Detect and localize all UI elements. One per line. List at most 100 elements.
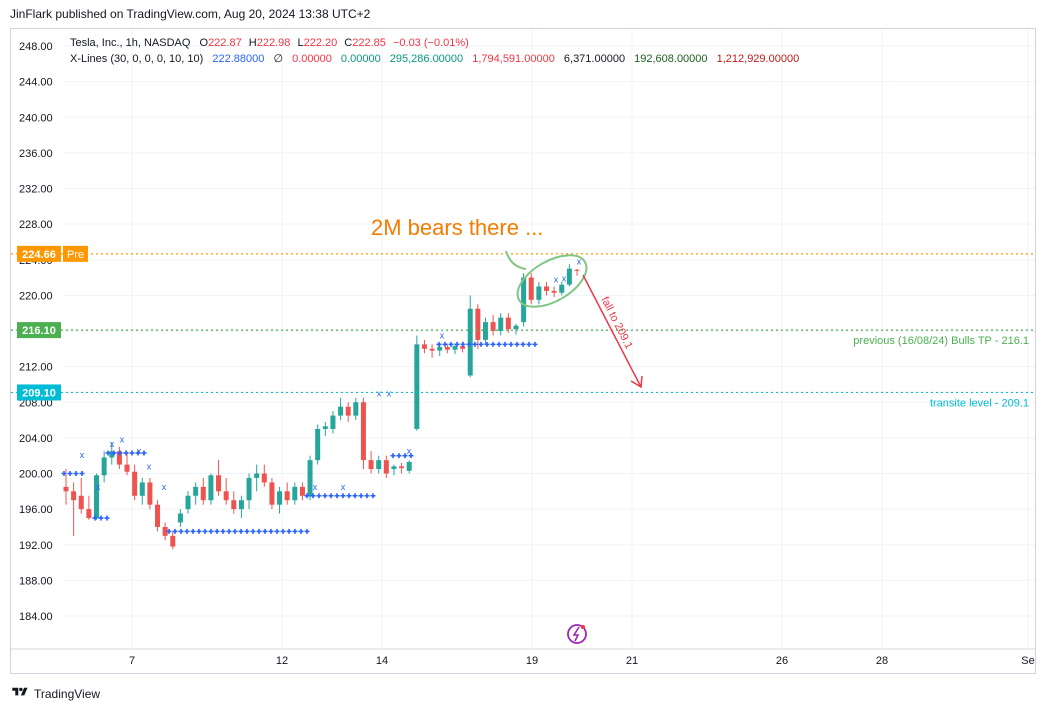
- candle-body[interactable]: [528, 277, 534, 300]
- candle-body[interactable]: [177, 513, 183, 523]
- indicator-row: X-Lines (30, 0, 0, 0, 10, 10) 222.88000 …: [70, 51, 799, 67]
- xline-cross-marker: x: [407, 446, 412, 456]
- candle-body[interactable]: [391, 466, 397, 470]
- candle-body[interactable]: [78, 495, 84, 510]
- candle-body[interactable]: [277, 491, 283, 505]
- footer-brand[interactable]: TradingView: [10, 686, 100, 701]
- y-tick-label: 192.00: [19, 540, 53, 552]
- candle-body[interactable]: [444, 347, 450, 350]
- candle-body[interactable]: [338, 406, 344, 416]
- y-tick-label: 196.00: [19, 504, 53, 516]
- candle-body[interactable]: [71, 491, 77, 501]
- candle-body[interactable]: [200, 486, 206, 501]
- candle-body[interactable]: [139, 482, 145, 496]
- candle-body[interactable]: [238, 500, 244, 510]
- candle-body[interactable]: [330, 415, 336, 429]
- candle-body[interactable]: [574, 269, 580, 271]
- symbol-label[interactable]: Tesla, Inc., 1h, NASDAQ: [70, 37, 191, 49]
- candle-body[interactable]: [269, 482, 275, 505]
- candle-body[interactable]: [566, 268, 572, 285]
- y-tick-label: 200.00: [19, 469, 53, 481]
- indicator-name[interactable]: X-Lines (30, 0, 0, 0, 10, 10): [70, 53, 204, 65]
- chart-frame[interactable]: 248.00 244.00 240.00 236.00 232.00 228.00 224.…: [10, 28, 1036, 674]
- candle-body[interactable]: [376, 460, 382, 470]
- candle-body[interactable]: [353, 402, 359, 416]
- candle-body[interactable]: [551, 290, 557, 293]
- indicator-value-5: 295,286.00000: [389, 53, 464, 65]
- candle-body[interactable]: [147, 482, 153, 505]
- candle-body[interactable]: [498, 317, 504, 331]
- candle-body[interactable]: [383, 460, 389, 474]
- tradingview-logo-icon: [10, 686, 30, 701]
- candle-body[interactable]: [460, 346, 466, 349]
- candle-body[interactable]: [521, 277, 527, 323]
- candle-body[interactable]: [414, 344, 420, 429]
- xline-cross-marker: x: [96, 482, 101, 492]
- candle-body[interactable]: [231, 500, 237, 510]
- x-tick-label: Se: [1021, 655, 1034, 667]
- candle-body[interactable]: [193, 486, 199, 496]
- candle-body[interactable]: [421, 344, 427, 349]
- candle-body[interactable]: [536, 286, 542, 300]
- candle-body[interactable]: [124, 464, 130, 472]
- candle-body[interactable]: [437, 347, 443, 351]
- y-tick-label: 188.00: [19, 575, 53, 587]
- level-price-tag: [17, 322, 61, 339]
- fall-arrow-head: [630, 375, 643, 389]
- candle-body[interactable]: [322, 426, 328, 429]
- candle-body[interactable]: [208, 475, 214, 501]
- candle-body[interactable]: [299, 486, 305, 496]
- candle-body[interactable]: [368, 460, 374, 470]
- candle-body[interactable]: [109, 451, 115, 458]
- candle-body[interactable]: [490, 322, 496, 331]
- candle-body[interactable]: [185, 495, 191, 510]
- price-chart[interactable]: 248.00 244.00 240.00 236.00 232.00 228.00 224.…: [11, 29, 1035, 673]
- candle-body[interactable]: [467, 308, 473, 376]
- low-value: 222.20: [303, 37, 338, 49]
- x-tick-label: 21: [626, 655, 638, 667]
- candle-body[interactable]: [399, 466, 405, 469]
- candle-body[interactable]: [543, 286, 549, 291]
- candle-body[interactable]: [345, 406, 351, 416]
- y-tick-label: 220.00: [19, 290, 53, 302]
- arrow-text: fall to 209.1: [598, 295, 635, 351]
- candle-body[interactable]: [261, 473, 267, 483]
- candle-body[interactable]: [116, 451, 122, 465]
- candle-body[interactable]: [162, 526, 168, 536]
- candle-body[interactable]: [223, 491, 229, 501]
- x-tick-label: 12: [276, 655, 288, 667]
- candle-body[interactable]: [155, 504, 161, 527]
- candle-body[interactable]: [505, 317, 511, 330]
- candle-body[interactable]: [101, 457, 107, 476]
- candle-body[interactable]: [292, 486, 298, 501]
- candle-body[interactable]: [132, 471, 138, 496]
- candle-body[interactable]: [360, 402, 366, 461]
- candle-body[interactable]: [429, 348, 435, 351]
- candle-body[interactable]: [254, 473, 260, 478]
- y-tick-label: 232.00: [19, 184, 53, 196]
- publisher-credit: JinFlark published on TradingView.com, A…: [10, 7, 371, 21]
- candle-body[interactable]: [284, 491, 290, 501]
- candle-body[interactable]: [513, 325, 519, 330]
- candle-body[interactable]: [482, 322, 488, 340]
- level-price-label: 216.10: [22, 325, 56, 337]
- xline-cross-marker: x: [341, 482, 346, 492]
- xline-cross-marker: x: [577, 257, 582, 267]
- level-price-tag: [17, 245, 61, 262]
- candle-body[interactable]: [63, 486, 69, 492]
- candle-body[interactable]: [406, 461, 412, 471]
- footer-brand-text: TradingView: [34, 686, 101, 701]
- candle-body[interactable]: [307, 460, 313, 496]
- candle-body[interactable]: [246, 477, 252, 501]
- candle-body[interactable]: [559, 284, 565, 293]
- candle-body[interactable]: [86, 509, 92, 519]
- candle-body[interactable]: [94, 475, 100, 519]
- candle-body[interactable]: [475, 308, 481, 340]
- candle-body[interactable]: [315, 428, 321, 461]
- candle-body[interactable]: [452, 346, 458, 350]
- indicator-value-7: 6,371.00000: [563, 53, 626, 65]
- candle-body[interactable]: [216, 475, 222, 492]
- lightning-icon: [572, 626, 580, 642]
- candle-body[interactable]: [170, 535, 176, 547]
- event-icon[interactable]: [567, 624, 587, 644]
